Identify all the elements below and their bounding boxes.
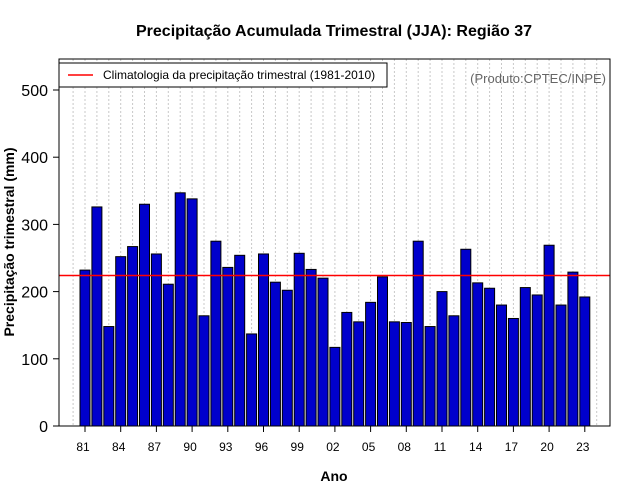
bar-1987 — [150, 253, 162, 427]
x-tick-label: 81 — [76, 440, 90, 454]
bar-1982 — [91, 206, 103, 427]
bar-2011 — [436, 291, 448, 427]
bar-1994 — [234, 254, 246, 427]
bar-1996 — [258, 253, 269, 427]
bar-2012 — [448, 315, 460, 427]
bar-2009 — [412, 240, 424, 427]
y-tick-label: 400 — [21, 150, 48, 167]
x-tick-label: 96 — [255, 440, 269, 454]
bar-2000 — [305, 268, 317, 427]
x-tick-label: 02 — [326, 440, 340, 454]
y-tick-label: 0 — [39, 419, 48, 436]
bar-2022 — [567, 271, 579, 427]
credit-label: (Produto:CPTEC/INPE) — [470, 71, 606, 86]
x-tick-label: 11 — [434, 440, 447, 454]
x-axis: 81 84 87 90 93 96 99 02 05 08 11 14 17 20 23 — [76, 426, 590, 454]
bar-1992 — [210, 240, 222, 427]
bar-2006 — [377, 276, 388, 427]
bar-1993 — [222, 266, 234, 427]
y-tick-label: 500 — [21, 83, 48, 100]
bar-1983 — [103, 326, 115, 427]
bar-1986 — [139, 203, 150, 427]
bar-2002 — [329, 346, 341, 427]
bar-2010 — [424, 326, 436, 427]
bar-2016 — [496, 304, 507, 427]
x-tick-label: 14 — [469, 440, 483, 454]
chart-title: Precipitação Acumulada Trimestral (JJA):… — [136, 23, 532, 40]
bar-2021 — [555, 304, 567, 427]
legend: Climatologia da precipitação trimestral … — [58, 62, 388, 88]
x-tick-label: 05 — [362, 440, 376, 454]
bar-2023 — [579, 296, 591, 427]
bars — [79, 192, 591, 427]
bar-1985 — [127, 246, 139, 427]
legend-label: Climatologia da precipitação trimestral … — [103, 68, 375, 82]
x-tick-label: 20 — [540, 440, 554, 454]
bar-2020 — [543, 244, 555, 427]
x-tick-label: 17 — [505, 440, 519, 454]
y-tick-label: 200 — [21, 285, 48, 302]
bar-2007 — [388, 321, 400, 427]
bar-1998 — [281, 289, 293, 427]
bar-1991 — [198, 315, 210, 427]
bar-2019 — [531, 294, 543, 427]
bar-2003 — [341, 311, 353, 427]
y-tick-label: 100 — [21, 352, 48, 369]
bar-2008 — [400, 322, 412, 427]
bar-2004 — [353, 321, 365, 427]
bar-2005 — [365, 301, 377, 427]
bar-1984 — [115, 256, 127, 427]
y-tick-label: 300 — [21, 217, 48, 234]
bar-1997 — [269, 281, 281, 427]
x-tick-label: 87 — [148, 440, 162, 454]
x-tick-label: 99 — [291, 440, 305, 454]
legend-box — [58, 62, 388, 88]
bar-1988 — [162, 283, 174, 427]
y-axis-label: Precipitação trimestral (mm) — [1, 147, 17, 336]
x-tick-label: 08 — [398, 440, 412, 454]
y-axis: 0 100 200 300 400 500 — [21, 83, 59, 436]
bar-1999 — [293, 252, 305, 427]
x-axis-label: Ano — [320, 468, 347, 484]
bar-2018 — [519, 287, 531, 427]
bar-2015 — [484, 287, 496, 427]
bar-1990 — [186, 198, 198, 427]
bar-2014 — [472, 282, 484, 427]
x-tick-label: 84 — [112, 440, 126, 454]
bar-2001 — [317, 277, 329, 427]
bar-1995 — [246, 333, 258, 427]
x-tick-label: 90 — [183, 440, 197, 454]
x-tick-label: 23 — [576, 440, 590, 454]
x-tick-label: 93 — [219, 440, 233, 454]
bar-1989 — [174, 192, 186, 427]
bar-1981 — [79, 269, 91, 427]
bar-2017 — [507, 317, 519, 427]
